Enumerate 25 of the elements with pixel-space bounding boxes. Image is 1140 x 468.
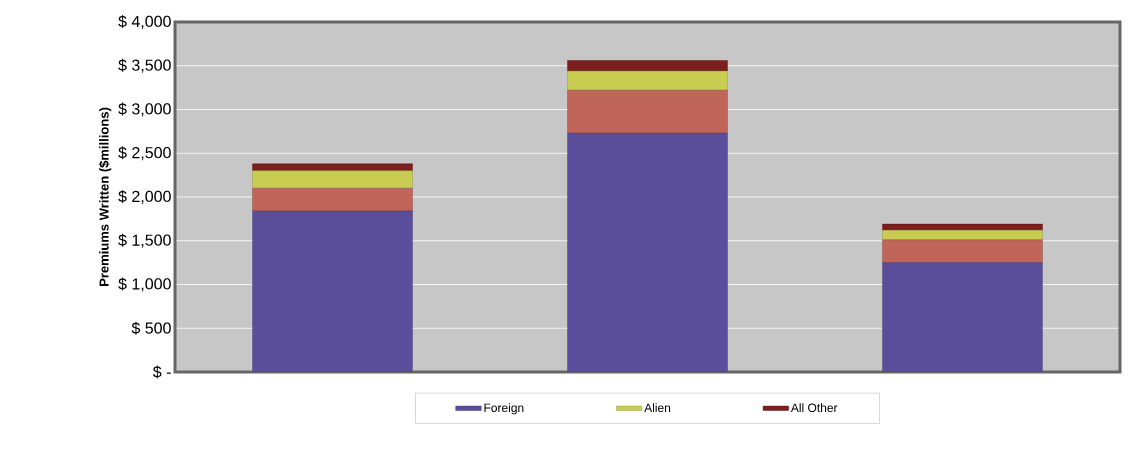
- bar: [882, 230, 1043, 241]
- y-axis-title: Premiums Written ($millions): [98, 107, 112, 286]
- y-tick-label: $ 2,000: [118, 190, 171, 204]
- y-tick-label: $ 1,500: [118, 233, 171, 248]
- bar: [252, 188, 413, 212]
- legend-label: Foreign: [484, 403, 524, 415]
- bar: [567, 60, 728, 72]
- bar: [567, 90, 728, 134]
- y-tick-label: $ 3,000: [118, 102, 171, 117]
- y-tick-label: $ -: [152, 365, 171, 379]
- bar: [252, 170, 413, 189]
- legend-label: All Other: [790, 403, 838, 412]
- bar: [882, 262, 1043, 372]
- y-tick-label: $ 3,500: [118, 58, 171, 73]
- bar: [567, 132, 728, 372]
- y-tick-label: $ 500: [131, 321, 171, 335]
- bar: [252, 163, 413, 171]
- legend-label: Alien: [644, 403, 671, 412]
- bar: [882, 239, 1043, 263]
- y-tick-label: $ 4,000: [118, 15, 171, 29]
- bar: [252, 210, 413, 372]
- bar: [567, 70, 728, 91]
- y-tick-label: $ 2,500: [118, 146, 171, 161]
- bar: [882, 223, 1043, 231]
- y-tick-label: $ 1,000: [118, 277, 171, 292]
